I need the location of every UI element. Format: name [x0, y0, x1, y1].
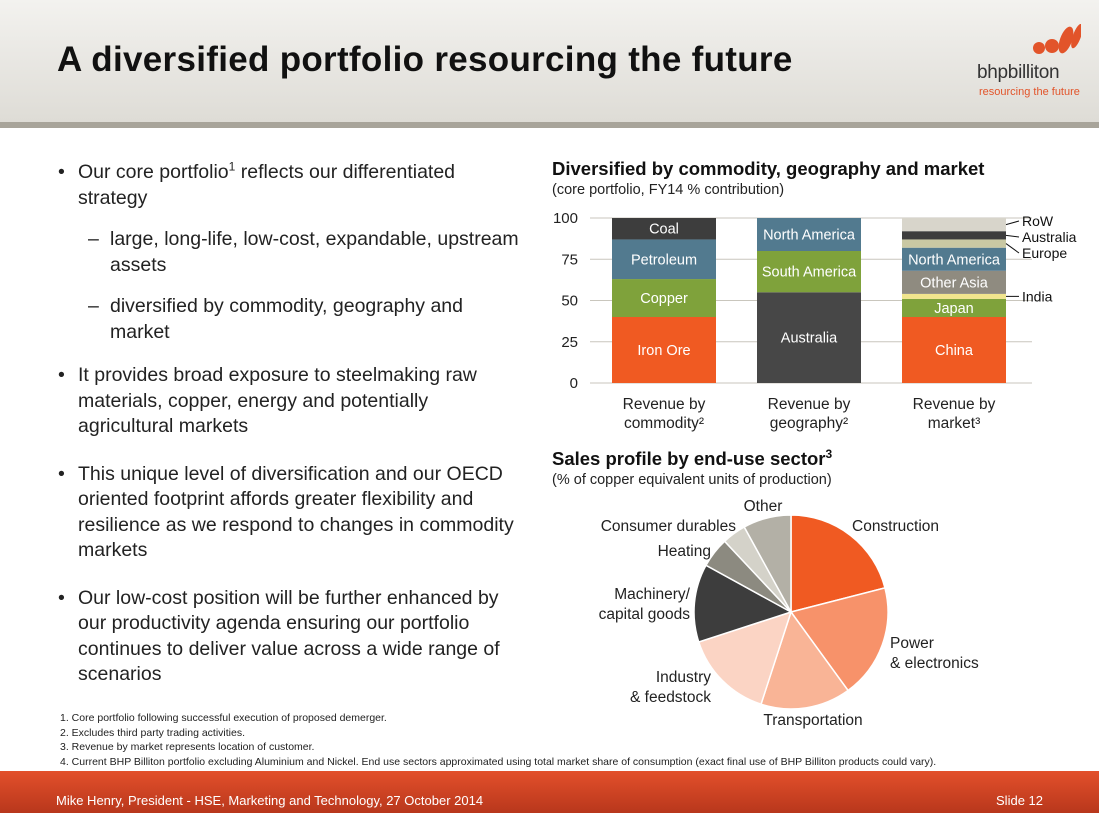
footnote-2: 2. Excludes third party trading activiti… — [60, 726, 246, 739]
logo-tagline: resourcing the future — [979, 86, 1080, 98]
pie-slice-label: Industry — [656, 669, 711, 686]
slide-footer: Mike Henry, President - HSE, Marketing a… — [0, 771, 1099, 813]
bar-chart-subtitle: (core portfolio, FY14 % contribution) — [552, 182, 785, 198]
pie-slice-label: Heating — [658, 543, 711, 560]
pie-slice-label: capital goods — [599, 606, 691, 623]
category-label: market³ — [928, 415, 981, 432]
bar-segment-label: Coal — [649, 222, 679, 238]
bar-chart-title: Diversified by commodity, geography and … — [552, 158, 985, 179]
pie-slice-label: Machinery/ — [614, 586, 690, 603]
pie-chart-title: Sales profile by end-use sector3 — [552, 448, 832, 470]
callout-label: Australia — [1022, 229, 1077, 245]
sub-bullet-assets: large, long-life, low-cost, expandable, … — [56, 227, 526, 278]
bar-segment — [612, 317, 716, 383]
footnote-4: 4. Current BHP Billiton portfolio exclud… — [60, 755, 937, 768]
pie-slice — [693, 564, 793, 643]
bar-segment — [902, 270, 1006, 294]
bar-segment — [612, 218, 716, 240]
bar-segment — [902, 231, 1006, 240]
bar-segment-label: Copper — [640, 291, 688, 307]
pie-chart-subtitle: (% of copper equivalent units of product… — [552, 472, 832, 488]
bullet-list: Our core portfolio1 reflects our differe… — [56, 160, 526, 710]
callout-label: RoW — [1022, 213, 1054, 229]
pie-slice-label: & electronics — [890, 655, 979, 672]
callout-label: Europe — [1022, 245, 1067, 261]
pie-title-footnote: 3 — [825, 446, 833, 461]
pie-slice-label: Other — [744, 498, 783, 515]
bar-segment — [902, 218, 1006, 232]
bar-segment — [902, 239, 1006, 248]
bar-segment-label: North America — [908, 252, 1001, 268]
bar-segment-label: Petroleum — [631, 252, 697, 268]
bar-segment-label: South America — [762, 265, 857, 281]
callout-label: India — [1022, 288, 1053, 304]
y-tick-label: 25 — [561, 334, 578, 351]
pie-slice — [760, 610, 850, 710]
bar-segment-label: Japan — [934, 301, 974, 317]
bar-segment — [757, 292, 861, 383]
bar-segment-label: Other Asia — [920, 275, 989, 291]
bullet-exposure: It provides broad exposure to steelmakin… — [56, 363, 526, 440]
header-divider — [0, 122, 1099, 128]
callout-line — [1005, 234, 1020, 238]
category-label: Revenue by — [623, 396, 706, 413]
pie-slice-label: & feedstock — [630, 689, 711, 706]
pie-slice-label: Consumer durables — [601, 518, 737, 535]
bar-segment-label: Iron Ore — [637, 343, 690, 359]
pie-slice — [743, 514, 792, 613]
footnotes: 1. Core portfolio following successful e… — [60, 711, 936, 769]
bar-segment — [902, 247, 1006, 271]
y-tick-label: 0 — [570, 375, 578, 392]
sub-bullet-diversified: diversified by commodity, geography and … — [56, 294, 486, 345]
y-tick-label: 50 — [561, 293, 578, 310]
pie-title-text: Sales profile by end-use sector — [552, 448, 826, 469]
footnote-ref: 1 — [228, 159, 236, 174]
bar-segment-label: Australia — [781, 331, 838, 347]
category-label: geography² — [770, 415, 848, 432]
bar-segment — [902, 317, 1006, 383]
footnote-1: 1. Core portfolio following successful e… — [60, 712, 387, 724]
pie-slice — [789, 586, 889, 692]
bar-segment — [902, 293, 1006, 299]
category-label: Revenue by — [913, 396, 996, 413]
slide-number: Slide 12 — [996, 793, 1043, 808]
presenter-info: Mike Henry, President - HSE, Marketing a… — [56, 793, 484, 808]
bullet-low-cost: Our low-cost position will be further en… — [56, 586, 526, 688]
callout-line — [1005, 243, 1020, 254]
logo-dots-icon — [1033, 24, 1081, 54]
bar-segment — [612, 239, 716, 280]
footnote-3: 3. Revenue by market represents location… — [60, 741, 315, 753]
pie-slice-label: Power — [890, 635, 934, 652]
category-label: commodity² — [624, 415, 704, 432]
category-label: Revenue by — [768, 396, 851, 413]
y-tick-label: 75 — [561, 251, 578, 268]
pie-slice-label: Transportation — [763, 712, 862, 729]
bullet-core-portfolio: Our core portfolio1 reflects our differe… — [56, 160, 526, 345]
bar-segment — [757, 218, 861, 251]
slide-header — [0, 0, 1099, 122]
bar-segment — [902, 298, 1006, 317]
bar-segment-label: North America — [763, 228, 856, 244]
slide-title: A diversified portfolio resourcing the f… — [57, 40, 793, 79]
y-tick-label: 100 — [553, 210, 578, 227]
logo-wordmark: bhpbilliton — [977, 62, 1060, 83]
callout-line — [1005, 220, 1020, 226]
company-logo: bhpbilliton resourcing the future — [975, 24, 1085, 104]
bar-segment — [757, 251, 861, 293]
bullet-text: Our core portfolio — [78, 161, 229, 183]
bullet-text-rest: reflects our differentiated strategy — [78, 161, 456, 209]
pie-slice-label: Construction — [852, 518, 939, 535]
bar-segment — [612, 279, 716, 317]
pie-slice — [790, 514, 886, 613]
bullet-diversification: This unique level of diversification and… — [56, 462, 526, 564]
bar-segment-label: China — [935, 343, 974, 359]
